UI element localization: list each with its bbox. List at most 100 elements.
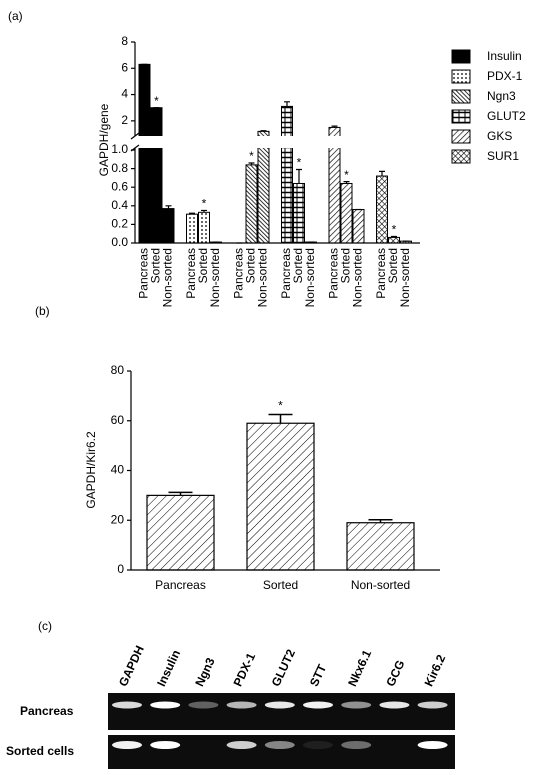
- bar: [257, 130, 270, 244]
- x-tick-label: Pancreas: [374, 248, 388, 299]
- bar: [198, 211, 210, 244]
- bar: [376, 175, 388, 244]
- x-tick-label: Non-sorted: [256, 248, 270, 307]
- x-tick-label: Non-sorted: [351, 578, 410, 592]
- error-bar: [268, 413, 293, 424]
- y-tick-label: 0.8: [111, 161, 128, 175]
- error-bar: [284, 101, 290, 107]
- gel-row: [108, 735, 455, 769]
- error-bar: [391, 235, 397, 238]
- legend-swatch: [451, 89, 471, 104]
- gel-lane-label: Nkx6.1: [345, 647, 374, 688]
- y-tick-label: 60: [111, 413, 125, 427]
- gel-band: [341, 741, 372, 749]
- gel-row-label: Pancreas: [20, 704, 74, 718]
- error-bar: [296, 168, 302, 184]
- bar: [245, 164, 258, 244]
- error-bar: [331, 125, 338, 128]
- axis-break: [136, 136, 421, 148]
- gel-band: [112, 741, 142, 749]
- bar: [281, 105, 293, 244]
- y-tick-label: 0: [117, 562, 124, 576]
- bar: [186, 213, 198, 244]
- y-axis-label: GAPDH/Kir6.2: [84, 431, 98, 509]
- x-tick-label: Sorted: [291, 248, 305, 283]
- x-tick-label: Pancreas: [137, 248, 151, 299]
- y-axis-label: GAPDH/gene: [97, 103, 111, 176]
- x-tick-label: Non-sorted: [351, 248, 365, 307]
- gel-row-label: Sorted cells: [6, 744, 74, 758]
- y-tick-label: 20: [111, 512, 125, 526]
- x-tick-label: Non-sorted: [398, 248, 412, 307]
- legend-swatch: [451, 109, 471, 124]
- legend-swatch: [451, 49, 471, 64]
- x-tick-label: Pancreas: [184, 248, 198, 299]
- x-tick-label: Non-sorted: [208, 248, 222, 307]
- gel-band: [417, 741, 448, 749]
- legend-label: PDX-1: [487, 69, 523, 83]
- y-tick-label: 6: [121, 60, 128, 74]
- legend-swatch: [451, 149, 471, 164]
- error-bar: [165, 205, 172, 209]
- significance-mark: *: [297, 156, 302, 170]
- gel-row: [108, 693, 455, 730]
- error-bar: [260, 130, 267, 132]
- y-tick-label: 40: [111, 463, 125, 477]
- bar: [346, 522, 415, 571]
- gel-band: [379, 701, 410, 709]
- x-tick-label: Pancreas: [279, 248, 293, 299]
- bar: [138, 63, 151, 244]
- gel-lane-label: STT: [307, 662, 330, 689]
- x-tick-label: Pancreas: [232, 248, 246, 299]
- gel-band: [150, 701, 181, 709]
- panel-label: (c): [38, 619, 52, 633]
- gel-lane-label: PDX-1: [231, 650, 259, 688]
- bar: [352, 209, 365, 244]
- gel-band: [112, 701, 142, 709]
- gel-band: [264, 741, 295, 749]
- bar: [246, 422, 315, 571]
- legend-label: Insulin: [487, 49, 522, 63]
- x-tick-label: Non-sorted: [303, 248, 317, 307]
- legend-label: GKS: [487, 129, 512, 143]
- significance-mark: *: [154, 94, 159, 108]
- significance-mark: *: [344, 168, 349, 182]
- legend-label: GLUT2: [487, 109, 526, 123]
- x-tick-label: Sorted: [244, 248, 258, 283]
- gel-band: [226, 701, 257, 709]
- gel-lane-label: GLUT2: [269, 647, 298, 689]
- y-tick-label: 4: [121, 87, 128, 101]
- gel-band: [226, 741, 257, 749]
- gel-band: [417, 701, 448, 709]
- y-tick-label: 0.0: [111, 235, 128, 249]
- x-tick-label: Non-sorted: [161, 248, 175, 307]
- y-tick-label: 2: [121, 113, 128, 127]
- legend-swatch: [451, 129, 471, 144]
- legend-swatch: [451, 69, 471, 84]
- error-bar: [343, 181, 350, 184]
- x-tick-label: Sorted: [386, 248, 400, 283]
- x-tick-label: Sorted: [263, 578, 298, 592]
- bar: [388, 236, 400, 244]
- gel-lane-label: Insulin: [154, 648, 183, 689]
- x-tick-label: Sorted: [339, 248, 353, 283]
- gel-band: [303, 741, 333, 749]
- significance-mark: *: [249, 149, 254, 163]
- gel-band: [188, 701, 219, 709]
- error-bar: [379, 170, 385, 177]
- bar: [162, 208, 175, 244]
- gel-band: [264, 701, 295, 709]
- x-tick-label: Pancreas: [155, 578, 206, 592]
- bar: [146, 494, 215, 571]
- x-tick-label: Sorted: [149, 248, 163, 283]
- gel-band: [341, 701, 372, 709]
- panel-label: (a): [8, 9, 23, 23]
- gel-lane-label: GCG: [383, 658, 407, 689]
- legend-label: SUR1: [487, 149, 519, 163]
- x-tick-label: Sorted: [196, 248, 210, 283]
- x-tick-label: Pancreas: [327, 248, 341, 299]
- significance-mark: *: [202, 197, 207, 211]
- y-tick-label: 80: [111, 363, 125, 377]
- significance-mark: *: [278, 399, 283, 413]
